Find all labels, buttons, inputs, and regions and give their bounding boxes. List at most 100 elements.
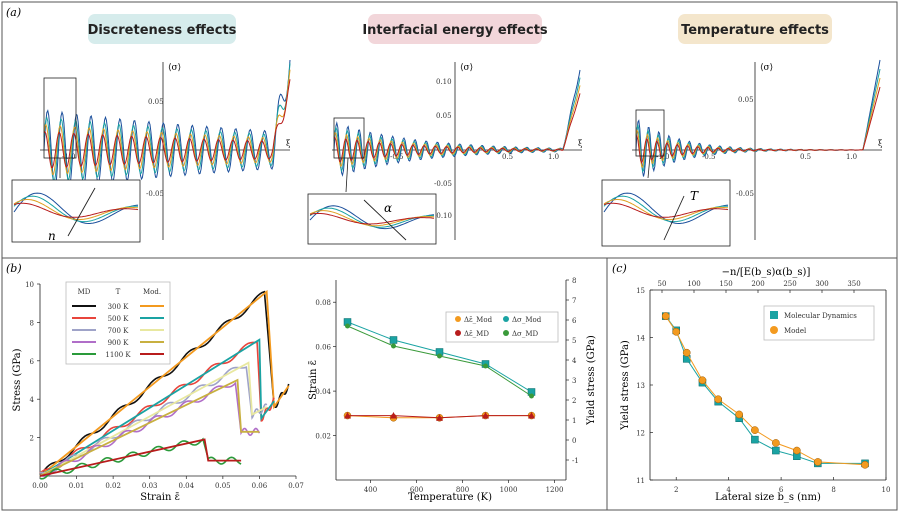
ss-curves [39,289,290,480]
subplot2-xtick-2: 1.0 [548,153,559,161]
subplot3-inset-arrow [663,195,685,241]
temp-xtick-label: 400 [364,486,377,494]
subplot2-ytick-2: -0.05 [434,180,452,188]
subplot1-xlabel: ξ [286,139,291,148]
ss-xtick-label: 0.04 [178,482,194,490]
subplot2-xtick-1: 0.5 [502,153,513,161]
subplot3-xtick-2: 0.5 [800,153,811,161]
yc-top-tick-label: 200 [751,280,764,288]
temp-marks [343,318,536,422]
subplot3-ytick-pos: 0.05 [738,96,754,104]
oscillation-curve-3-3 [635,86,881,165]
ss-xtick-label: 0.07 [288,482,304,490]
yc-ytick-label: 13 [636,382,645,390]
yc-top-tick-label: 100 [687,280,700,288]
yc-top-tick-label: 150 [719,280,732,288]
ss-ytick-label: 6 [30,358,35,366]
yc-ytick-label: 15 [636,287,645,295]
subplot2-inset-label: α [384,201,392,215]
ss-legend-temp: 900 K [108,339,130,347]
yc-model-marker [714,395,723,404]
inset-curve-3-3 [603,202,729,218]
yc-top-tick-label: 350 [847,280,860,288]
temp-marker-square [389,336,398,344]
ss-xlabel: Strain ε̄ [140,492,180,503]
temp-legend-swatch [503,316,509,322]
ss-xtick-label: 0.01 [69,482,85,490]
yc-xlabel: Lateral size b_s (nm) [715,492,821,503]
header-discreteness-bg [88,14,236,44]
inset-curve-1-1 [13,195,138,223]
temp-marker-triangle [390,412,397,419]
ss-xtick-label: 0.00 [32,482,48,490]
yc-ytick-label: 14 [636,335,645,343]
yc-ytick-label: 11 [636,477,645,485]
subplot2-ytick-0: 0.10 [436,78,452,86]
subplot2-curves [333,69,581,177]
ss-ylabel: Stress (GPa) [12,348,23,411]
temp-marker-triangle [528,412,535,419]
subplot1-inset [11,179,141,243]
ss-model-curve [39,289,290,477]
yc-top-xlabel: −n/[E(b_s)α(b_s)] [722,267,811,278]
temp-legend-swatch [503,330,509,336]
yc-xtick-label: 6 [779,486,784,494]
yc-top-tick-label: 250 [783,280,796,288]
temp-xtick-label: 1200 [546,486,564,494]
temp-ytick-right-label: 0 [572,437,576,445]
ss-legend-header-t: T [116,288,121,296]
temp-ytick-left-label: 0.02 [315,433,331,441]
yc-model-marker [813,458,822,466]
ss-ticks: 0.00 0.01 0.02 0.03 0.04 0.05 0.06 0.07 2 4 6 8 10 [25,281,304,490]
subplot2-inset-curves [309,205,435,230]
oscillation-curve-2-2 [333,85,581,168]
yc-md-marker [751,435,759,444]
temp-ytick-right-label: 4 [572,357,577,365]
oscillation-curve-2-3 [333,93,581,163]
temp-ytick-right-label: 3 [572,377,576,385]
ss-ytick-label: 4 [30,396,35,404]
ss-model-curve [39,378,260,477]
ss-xtick-label: 0.02 [105,482,121,490]
subplot3-zoom-arrow [647,155,651,179]
temp-ytick-right-label: 1 [572,417,576,425]
subplot1-curves [43,59,291,189]
subplot-temperature: ⟨σ⟩ ξ 0.05 -0.05 -1.0 -0.5 0.5 1.0 T [601,59,883,247]
ss-ytick-label: 2 [30,435,34,443]
oscillation-curve-2-0 [333,69,581,177]
temp-xlabel: Temperature (K) [408,492,492,503]
subplot3-inset-curves [603,192,729,224]
ss-ytick-label: 8 [30,319,34,327]
subplot2-xlabel: ξ [578,139,583,148]
yc-xtick-label: 4 [726,486,731,494]
temp-ylabel-left: Strain ε̄ [308,360,319,400]
temp-legend-label: Δσ_Mod [512,316,542,324]
oscillation-curve-2-1 [333,77,581,173]
yc-marks [661,312,869,469]
oscillation-curve-1-1 [43,63,291,182]
ss-model-curve [39,361,268,477]
panel-a-label: (a) [6,6,21,19]
subplot3-inset-label: T [690,189,699,203]
yc-legend-md-swatch [770,311,778,319]
ss-md-curve [39,381,261,478]
inset-curve-3-1 [603,195,728,223]
yc-legend [763,305,875,341]
temp-marker-dot [437,353,442,359]
temp-ytick-left-label: 0.06 [315,344,331,352]
stress-strain-chart: 0.00 0.01 0.02 0.03 0.04 0.05 0.06 0.07 2 4 6 8 10 S… [12,281,304,503]
subplot1-ytick-pos: 0.05 [148,98,164,106]
oscillation-curve-1-3 [43,79,291,169]
yc-legend-md-label: Molecular Dynamics [784,312,857,320]
subplot2-ytick-1: 0.05 [436,112,452,120]
temp-ytick-left-label: 0.08 [315,299,331,307]
ss-xtick-label: 0.06 [252,482,268,490]
yc-model-marker [682,348,691,357]
yc-model-marker [751,426,759,434]
temp-marker-triangle [436,414,443,421]
ss-xtick-label: 0.03 [142,482,158,490]
temp-xtick-label: 1000 [500,486,518,494]
temp-ticks: 400 600 800 1000 1200 0.02 0.04 0.06 0.08 -1 0 1 2 3 4… [315,277,578,494]
subplot3-curves [635,59,881,177]
